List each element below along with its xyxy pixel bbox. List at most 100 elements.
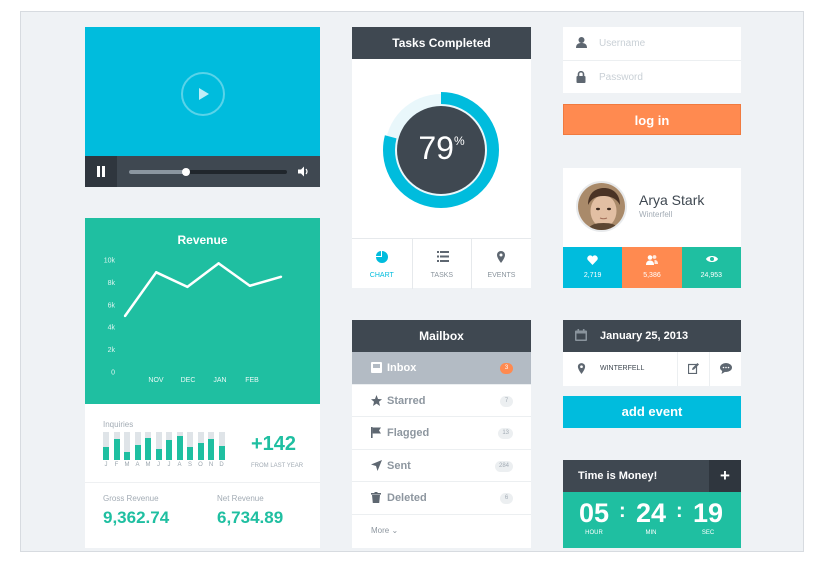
video-progress-handle[interactable]: [181, 168, 190, 176]
mailbox-item-label: Flagged: [387, 427, 430, 439]
stat-followers[interactable]: 5,386: [622, 247, 682, 288]
month-label: A: [135, 462, 140, 468]
users-icon: [646, 255, 659, 265]
timer-separator: :: [676, 500, 683, 522]
add-event-button[interactable]: add event: [563, 396, 741, 428]
percent-sign: %: [453, 134, 465, 148]
inquiries-sub-label: FROM LAST YEAR: [251, 463, 304, 469]
tasks-percent: 79%: [352, 130, 531, 167]
inquiry-bar-track: [155, 432, 162, 460]
divider: [85, 482, 320, 483]
mailbox-item-label: Sent: [387, 459, 411, 472]
tab-chart-label: CHART: [369, 272, 394, 279]
password-row: [563, 60, 741, 93]
inbox-icon: [371, 362, 382, 373]
event-date: January 25, 2013: [600, 330, 689, 342]
volume-icon[interactable]: [298, 166, 310, 177]
stat-likes[interactable]: 2,719: [563, 247, 623, 288]
event-date-header: January 25, 2013: [563, 320, 741, 352]
gross-revenue-value: 9,362.74: [103, 508, 170, 527]
month-label: O: [198, 462, 203, 468]
inquiries-bar-chart: [103, 432, 233, 460]
mailbox-title: Mailbox: [352, 320, 531, 352]
event-location-row: WINTERFELL: [563, 352, 741, 386]
inquiry-bar: [197, 443, 204, 460]
avatar-portrait: [578, 183, 625, 230]
inquiry-bar: [103, 447, 109, 460]
login-button[interactable]: log in: [563, 104, 741, 135]
timer-seconds-label: SEC: [701, 530, 715, 536]
revenue-data-point: [279, 275, 283, 278]
mailbox-item-deleted[interactable]: Deleted 6: [352, 482, 531, 515]
password-input[interactable]: [599, 69, 729, 85]
x-tick-label: NOV: [148, 377, 164, 384]
trash-icon: [371, 492, 381, 503]
month-label: N: [208, 462, 214, 468]
tab-events[interactable]: EVENTS: [471, 239, 531, 289]
month-label: M: [124, 462, 130, 468]
event-card: January 25, 2013 WINTERFELL: [563, 320, 741, 386]
mailbox-item-sent[interactable]: Sent 284: [352, 450, 531, 482]
add-timer-button[interactable]: +: [709, 460, 741, 492]
revenue-data-point: [217, 262, 220, 265]
comment-button[interactable]: [709, 352, 741, 386]
mailbox-count-badge: 13: [498, 428, 513, 439]
pause-button[interactable]: [85, 156, 117, 187]
revenue-data-point: [155, 271, 158, 274]
x-tick-label: FEB: [245, 377, 259, 384]
inquiry-bar: [134, 444, 141, 460]
play-button[interactable]: [181, 72, 225, 116]
mailbox-item-inbox[interactable]: Inbox 3: [352, 352, 531, 385]
profile-name: Arya Stark: [639, 192, 705, 208]
edit-icon: [688, 363, 699, 374]
mailbox-item-starred[interactable]: Starred 7: [352, 385, 531, 417]
countdown-timer: Time is Money! + 05 : 24 : 19 HOUR MIN S…: [563, 460, 741, 548]
y-tick-label: 10k: [104, 258, 116, 265]
x-tick-label: JAN: [213, 377, 226, 384]
inquiry-bar: [208, 439, 214, 460]
edit-event-button[interactable]: [677, 352, 709, 386]
location-pin-icon: [577, 363, 586, 374]
revenue-title: Revenue: [177, 233, 228, 247]
username-input[interactable]: [599, 35, 729, 51]
video-controls-bar: [85, 156, 320, 187]
stat-value: 24,953: [700, 272, 723, 279]
play-icon: [199, 88, 209, 100]
donut-progress-arc: [383, 92, 499, 208]
month-label: J: [104, 462, 108, 468]
stat-views[interactable]: 24,953: [681, 247, 741, 288]
chevron-down-icon: ⌄: [391, 526, 399, 535]
tab-chart[interactable]: CHART: [352, 239, 412, 289]
inquiry-bar: [155, 448, 162, 460]
video-player[interactable]: [85, 27, 320, 187]
comment-icon: [720, 363, 732, 374]
revenue-chart-panel: Revenue 0 2k 4k 6k 8k 10k NOV DEC JAN FEB: [85, 218, 320, 404]
send-icon: [371, 459, 382, 471]
mailbox-item-flagged[interactable]: Flagged 13: [352, 417, 531, 450]
inquiry-bar: [166, 440, 172, 460]
mailbox-more-link[interactable]: More ⌄: [371, 526, 398, 535]
donut-center: [397, 106, 485, 194]
heart-icon: [587, 255, 598, 265]
inquiry-bar-track: [187, 432, 193, 460]
mailbox-count-badge: 6: [500, 493, 513, 504]
revenue-line-chart: 0 2k 4k 6k 8k 10k NOV DEC JAN FEB: [104, 258, 283, 384]
inquiry-bar: [124, 451, 130, 460]
tasks-title: Tasks Completed: [352, 27, 531, 59]
calendar-icon: [575, 329, 587, 341]
inquiry-bar: [176, 436, 183, 460]
inquiry-bar: [113, 439, 120, 460]
inquiry-bar: [187, 447, 193, 460]
video-progress-track[interactable]: [129, 168, 287, 176]
location-pin-icon: [497, 251, 506, 263]
y-tick-label: 4k: [108, 325, 116, 332]
timer-hours-label: HOUR: [585, 530, 603, 536]
inquiry-bar: [145, 437, 151, 460]
stat-value: 5,386: [643, 272, 661, 279]
mailbox-card: Mailbox Inbox 3 Starred 7 Flagged 13 Sen…: [352, 320, 531, 548]
revenue-series-line: [123, 262, 282, 317]
y-tick-label: 8k: [108, 280, 116, 287]
month-label: D: [219, 462, 224, 468]
star-icon: [371, 394, 382, 406]
tab-tasks[interactable]: TASKS: [411, 239, 472, 289]
